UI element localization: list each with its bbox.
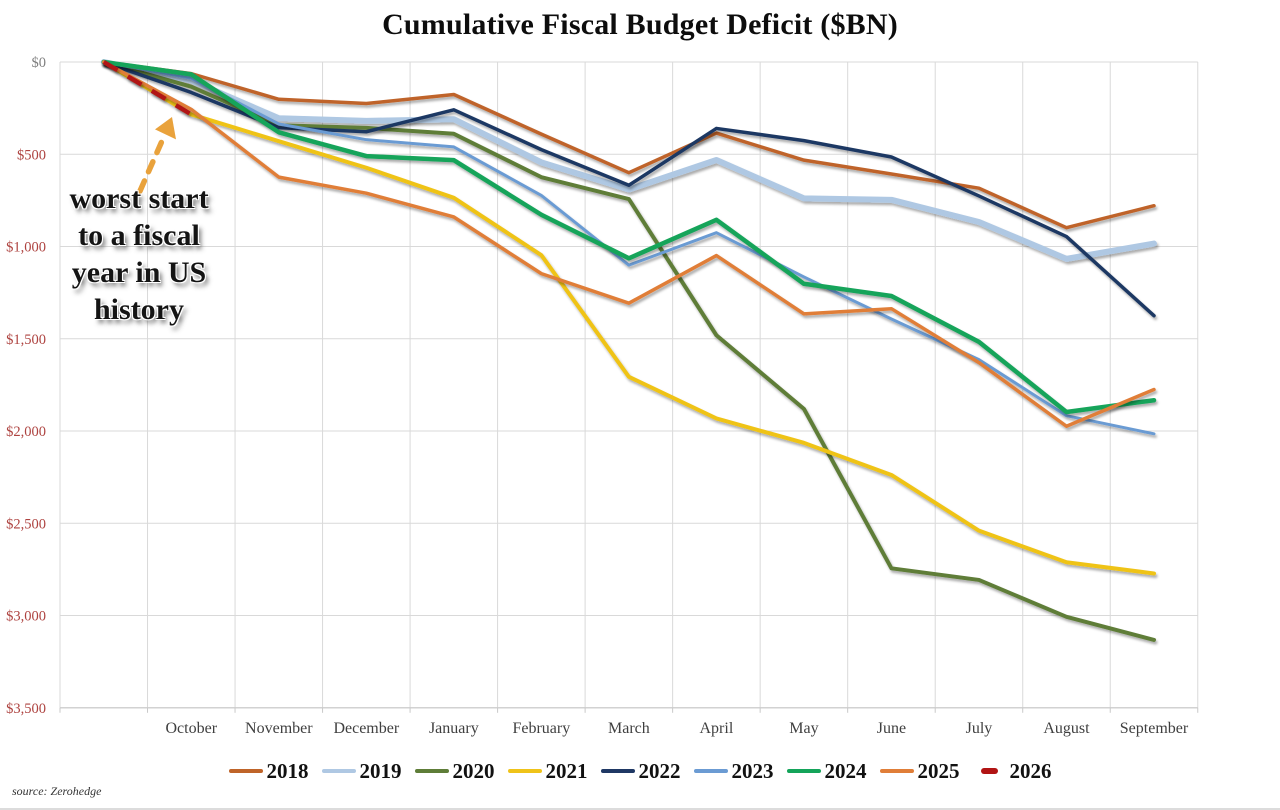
x-axis-label: March [608,720,650,737]
legend-swatch-2019 [321,769,356,773]
series-line-2024 [101,59,1157,415]
legend-label-2019: 2019 [359,758,402,783]
annotation-arrow-shaft [137,138,165,194]
legend-swatch-2018 [228,769,263,773]
y-axis-label: $1,000 [6,240,46,256]
legend-label-2018: 2018 [266,758,309,783]
legend-swatch-2020 [414,769,449,773]
legend-swatch-2025 [879,769,914,773]
y-axis-label: $3,500 [6,701,46,717]
x-axis-label: October [166,720,218,737]
series-line-2020 [101,60,1156,642]
legend-label-2025: 2025 [917,758,960,783]
legend-item-2024: 2024 [786,758,867,784]
series-lines [100,59,1157,642]
annotation-line-2: to a fiscal [78,219,200,252]
chart-title: Cumulative Fiscal Budget Deficit ($BN) [382,8,898,41]
source-caption: source: Zerohedge [12,784,102,798]
series-line-2018 [102,60,1156,230]
x-axis-label: July [966,720,993,737]
legend-swatch-2021 [507,769,542,773]
series-line-2026 [102,60,193,117]
legend-item-2026: 2026 [973,759,1052,784]
x-axis-label: August [1043,720,1090,737]
legend-item-2020: 2020 [414,758,495,784]
chart-legend: 2018 2019 2020 2021 2022 2023 2024 2025 2026 [0,755,1280,787]
series-line-2025 [102,60,1156,428]
legend-item-2025: 2025 [879,758,960,784]
legend-item-2019: 2019 [321,758,402,784]
annotation-worst-start: worst start to a fiscal year in US histo… [50,180,228,328]
x-axis-label: December [333,720,399,737]
x-axis-label: February [512,720,570,737]
x-axis-label: May [789,720,818,737]
y-axis-label: $2,000 [6,424,46,440]
legend-label-2026: 2026 [1009,758,1052,783]
legend-swatch-2026 [980,768,998,774]
legend-swatch-2024 [786,769,821,773]
legend-label-2022: 2022 [638,758,681,783]
legend-label-2021: 2021 [545,758,588,783]
annotation-line-3: year in US [71,256,207,289]
annotation-arrow [137,117,176,194]
legend-swatch-2023 [693,769,728,773]
legend-label-2020: 2020 [452,758,495,783]
series-line-2022 [102,60,1156,318]
x-axis-label: November [245,720,313,737]
series-line-2021 [101,60,1156,576]
y-axis-label: $0 [32,55,47,71]
legend-label-2023: 2023 [731,758,774,783]
x-axis-label: April [700,720,734,737]
x-axis-label: June [877,720,906,737]
y-axis-label: $2,500 [6,516,46,532]
legend-label-2024: 2024 [824,758,867,783]
legend-item-2021: 2021 [507,758,588,784]
y-axis-label: $3,000 [6,609,46,625]
annotation-line-4: history [94,293,184,326]
legend-item-2023: 2023 [693,758,774,784]
gridlines [59,61,1199,713]
y-axis-label: $500 [17,147,46,163]
legend-item-2018: 2018 [228,758,309,784]
y-axis-labels: $0 $500 $1,000 $1,500 $2,000 $2,500 $3,000 $3,5… [6,55,46,717]
series-line-2023 [102,60,1156,436]
series-line-2019 [100,59,1157,262]
x-axis-label: September [1120,720,1189,737]
y-axis-label: $1,500 [6,332,46,348]
annotation-line-1: worst start [69,182,209,215]
x-axis-label: January [429,720,479,737]
x-axis-labels: October November December January February Ma… [166,720,1189,737]
legend-item-2022: 2022 [600,758,681,784]
annotation-arrow-head [155,117,176,140]
legend-swatch-2022 [600,769,635,773]
